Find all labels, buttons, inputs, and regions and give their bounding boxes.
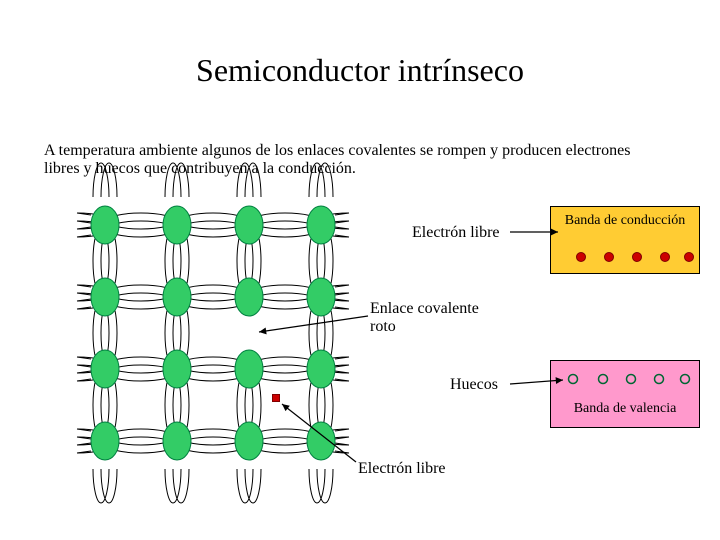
lattice-bonds xyxy=(77,163,349,503)
lattice-atoms xyxy=(91,206,335,460)
arrow xyxy=(510,377,563,384)
free-electron-marker xyxy=(273,395,280,402)
arrow xyxy=(510,229,558,236)
arrow xyxy=(259,316,368,334)
diagram-canvas xyxy=(0,0,720,540)
